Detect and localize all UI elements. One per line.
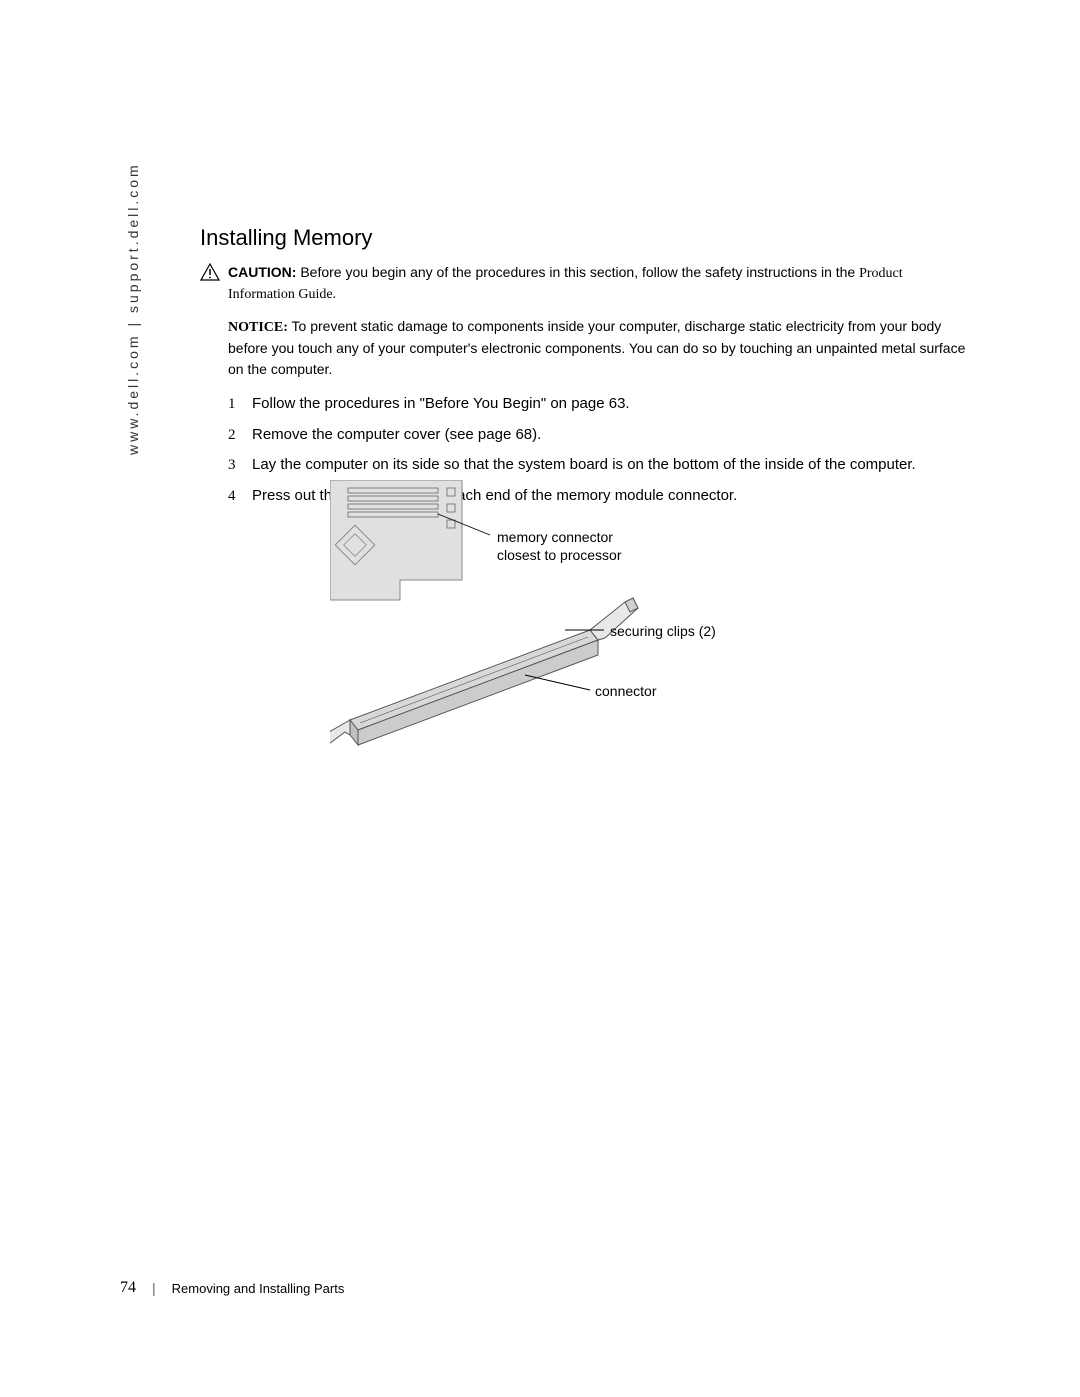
caution-text: CAUTION: Before you begin any of the pro… [228,263,970,304]
footer-separator: | [152,1280,156,1296]
notice-label: NOTICE: [228,320,288,335]
notice-body: To prevent static damage to components i… [228,318,965,377]
diagram: memory connector closest to processor se… [330,480,790,770]
diagram-label-memory: memory connector closest to processor [497,528,657,564]
page-number: 74 [120,1279,136,1297]
step-item: 2 Remove the computer cover (see page 68… [228,424,970,447]
diagram-svg [330,480,790,770]
section-title: Installing Memory [200,225,970,251]
notice-text: NOTICE: To prevent static damage to comp… [228,316,970,379]
step-item: 3 Lay the computer on its side so that t… [228,454,970,477]
caution-block: CAUTION: Before you begin any of the pro… [200,263,970,304]
notice-block: NOTICE: To prevent static damage to comp… [200,316,970,379]
step-number: 1 [228,393,252,416]
caution-label: CAUTION: [228,264,296,280]
sidebar-url: www.dell.com | support.dell.com [125,162,141,455]
step-number: 2 [228,424,252,447]
page-footer: 74 | Removing and Installing Parts [120,1279,344,1297]
step-item: 1 Follow the procedures in "Before You B… [228,393,970,416]
step-number: 3 [228,454,252,477]
diagram-label-connector: connector [595,682,656,700]
step-text: Lay the computer on its side so that the… [252,454,970,477]
step-number: 4 [228,485,252,508]
diagram-label-clips: securing clips (2) [610,622,716,640]
caution-icon [200,263,220,281]
step-text: Follow the procedures in "Before You Beg… [252,393,970,416]
step-text: Remove the computer cover (see page 68). [252,424,970,447]
caution-body: Before you begin any of the procedures i… [300,264,855,280]
footer-section-title: Removing and Installing Parts [172,1281,345,1296]
main-content: Installing Memory CAUTION: Before you be… [200,225,970,515]
